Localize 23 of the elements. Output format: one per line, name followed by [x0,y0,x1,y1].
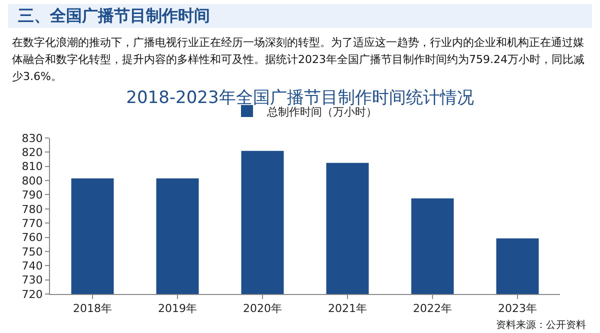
y-tick-label: 760 [22,231,43,244]
y-tick-label: 770 [22,216,43,230]
x-tick-label: 2020年 [243,302,282,316]
text: 在数字化浪潮的推动下，广播电视行业正在经历一场深刻的转型。为了适应这一趋势，行业内的企业和机构正在通过媒体融合和数字化转型，提升内容的多样性和可及性。据统计2023年全国广播节目制作时间约为759.24万小时，同比减少3.6%。 [12,35,586,85]
x-tick-label: 2022年 [413,302,452,316]
y-tick-label: 780 [22,202,43,216]
y-tick-label: 800 [22,174,43,188]
x-tick-label: 2019年 [158,302,197,316]
y-tick-label: 730 [22,274,43,287]
y-tick-label: 820 [22,146,43,160]
text: 三、全国广播节目制作时间 [8,4,592,28]
legend-label: 总制作时间（万小时） [266,105,377,118]
x-tick-label: 2018年 [73,302,112,316]
y-tick-label: 750 [22,245,43,258]
y-tick-label: 790 [22,188,43,202]
x-tick-label: 2021年 [328,302,367,316]
y-tick-label: 740 [22,259,43,272]
x-tick-label: 2023年 [498,302,537,316]
y-tick-label: 810 [22,160,43,174]
y-tick-label: 830 [22,132,43,145]
chart-title: 2018-2023年全国广播节目制作时间统计情况 [126,88,474,108]
y-tick-label: 720 [22,288,43,301]
text: 资料来源：公开资料 [496,318,586,332]
